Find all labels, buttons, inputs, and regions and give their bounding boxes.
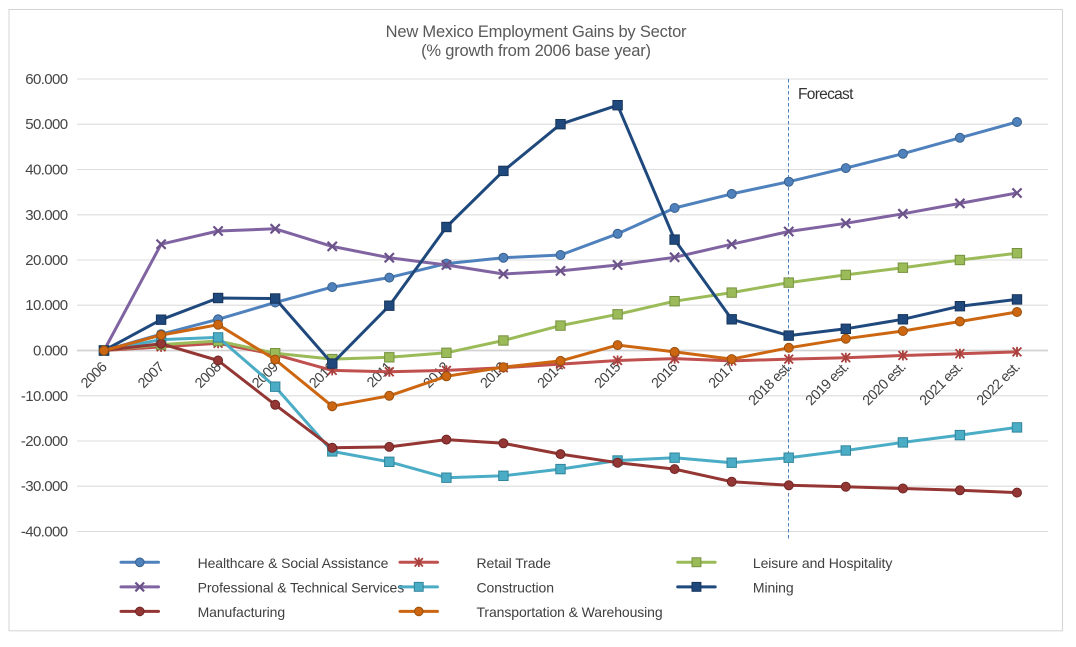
svg-text:Transportation & Warehousing: Transportation & Warehousing bbox=[477, 604, 663, 620]
svg-text:New Mexico Employment Gains by: New Mexico Employment Gains by Sector bbox=[386, 23, 687, 41]
svg-text:Healthcare & Social Assistance: Healthcare & Social Assistance bbox=[198, 555, 389, 571]
svg-text:0.000: 0.000 bbox=[33, 343, 68, 360]
svg-text:-30.000: -30.000 bbox=[21, 478, 68, 495]
svg-text:60.000: 60.000 bbox=[25, 71, 68, 88]
svg-text:Manufacturing: Manufacturing bbox=[198, 604, 285, 620]
svg-text:(% growth from 2006 base year): (% growth from 2006 base year) bbox=[421, 42, 651, 60]
svg-text:Professional & Technical Servi: Professional & Technical Services bbox=[198, 580, 405, 596]
svg-text:40.000: 40.000 bbox=[25, 162, 68, 179]
svg-text:-10.000: -10.000 bbox=[21, 388, 68, 405]
svg-text:Mining: Mining bbox=[753, 580, 794, 596]
svg-text:20.000: 20.000 bbox=[25, 252, 68, 269]
svg-text:10.000: 10.000 bbox=[25, 297, 68, 314]
svg-text:Construction: Construction bbox=[477, 580, 554, 596]
svg-text:-20.000: -20.000 bbox=[21, 433, 68, 450]
svg-text:30.000: 30.000 bbox=[25, 207, 68, 224]
svg-text:Leisure and Hospitality: Leisure and Hospitality bbox=[753, 555, 892, 571]
svg-text:Retail Trade: Retail Trade bbox=[477, 555, 552, 571]
svg-text:-40.000: -40.000 bbox=[21, 524, 68, 541]
svg-text:Forecast: Forecast bbox=[798, 86, 854, 103]
svg-text:50.000: 50.000 bbox=[25, 116, 68, 133]
